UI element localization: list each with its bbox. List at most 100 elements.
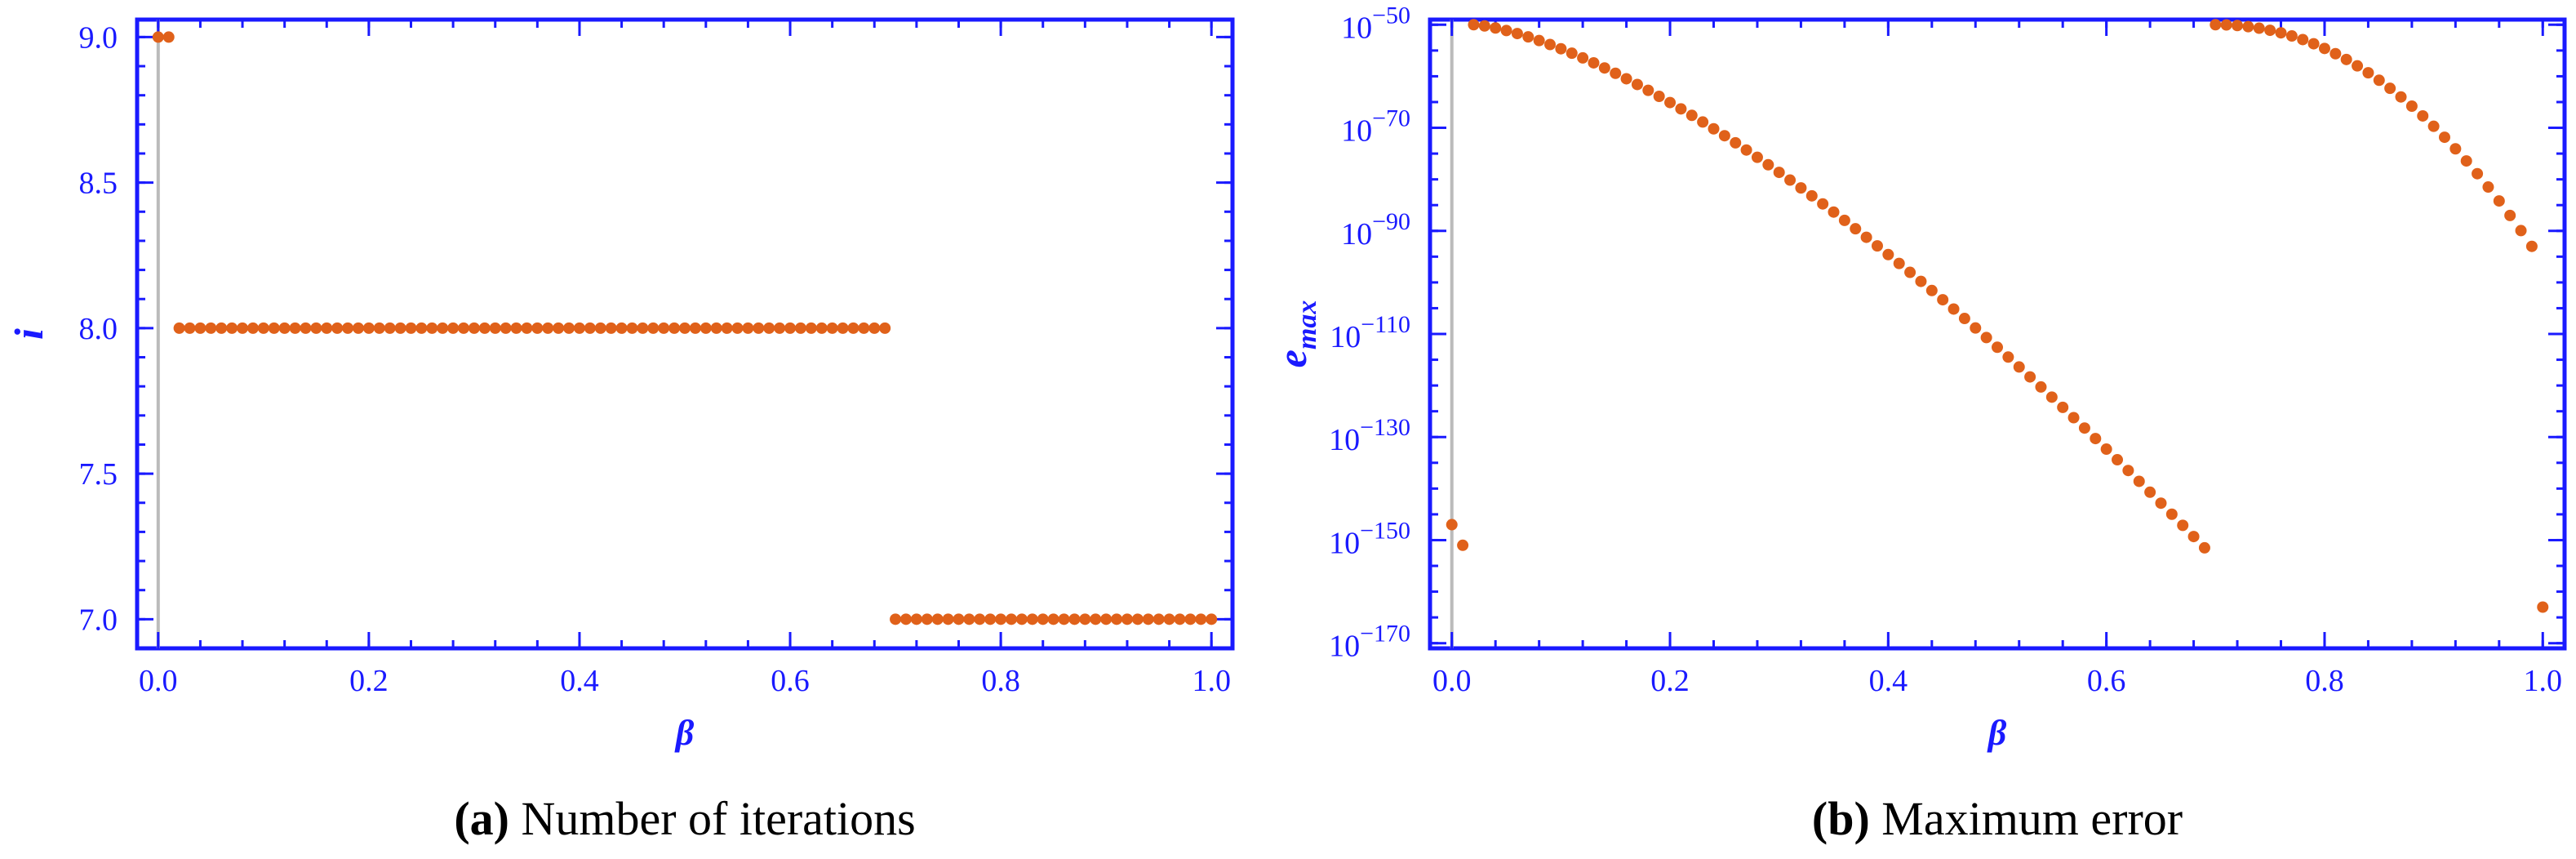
data-point [573, 322, 585, 334]
data-point [1795, 182, 1807, 194]
data-point [721, 322, 733, 334]
panel-a-caption: (a) Number of iterations [454, 792, 915, 845]
data-point [2493, 195, 2505, 207]
y-tick-label: 8.5 [79, 167, 118, 201]
data-point [563, 322, 575, 334]
data-point [1068, 613, 1081, 625]
data-point [2525, 240, 2538, 252]
data-point [321, 322, 333, 334]
data-point [300, 322, 312, 334]
data-point [394, 322, 406, 334]
data-point [1610, 67, 1622, 79]
panel-a-y-tick-labels: 7.0 7.5 8.0 8.5 9.0 [79, 20, 118, 637]
data-point [2002, 351, 2014, 363]
data-point [1026, 613, 1038, 625]
data-point [1090, 613, 1102, 625]
data-point [1100, 613, 1113, 625]
data-point [1058, 613, 1070, 625]
y-tick-label: 10−70 [1341, 105, 1410, 149]
data-point [184, 322, 196, 334]
data-point [584, 322, 596, 334]
panel-a-iterations-chart: 0.0 0.2 0.4 0.6 0.8 1.0 7.0 7.5 8.0 8.5 9.0 β i (… [6, 17, 1235, 845]
data-point [995, 613, 1007, 625]
data-point [1871, 240, 1883, 252]
data-point [331, 322, 344, 334]
data-point [2307, 38, 2320, 50]
data-point [373, 322, 385, 334]
x-tick-label: 0.4 [1869, 664, 1908, 698]
data-point [310, 322, 322, 334]
data-point [710, 322, 722, 334]
data-point [1642, 84, 1654, 96]
y-tick-label: 7.5 [79, 457, 118, 492]
data-point [289, 322, 301, 334]
data-point [1708, 122, 1720, 135]
data-point [2449, 143, 2462, 155]
panel-a-data-points [152, 31, 1218, 625]
data-point [2352, 60, 2364, 72]
data-point [268, 322, 280, 334]
data-point [1111, 613, 1123, 625]
data-point [1992, 341, 2003, 354]
data-point [2187, 531, 2200, 543]
y-tick-label: 10−150 [1329, 517, 1410, 560]
data-point [858, 322, 870, 334]
data-point [2100, 443, 2112, 456]
data-point [226, 322, 238, 334]
data-point [658, 322, 670, 334]
data-point [2395, 91, 2407, 103]
data-point [1904, 266, 1916, 278]
data-point [2057, 401, 2069, 413]
data-point [1195, 613, 1207, 625]
data-point [647, 322, 660, 334]
data-point [415, 322, 428, 334]
data-point [1828, 206, 1840, 218]
data-point [1817, 198, 1829, 210]
data-point [531, 322, 544, 334]
data-point [910, 613, 922, 625]
data-point [489, 322, 501, 334]
panel-a-caption-text: Number of iterations [509, 792, 916, 845]
data-point [437, 322, 449, 334]
x-tick-label: 1.0 [2524, 664, 2563, 698]
data-point [2297, 33, 2309, 46]
data-point [963, 613, 975, 625]
data-point [679, 322, 691, 334]
data-point [1664, 96, 1677, 109]
data-point [2090, 433, 2102, 445]
panel-b-data-points [1446, 19, 2549, 613]
data-point [384, 322, 396, 334]
x-tick-label: 0.0 [139, 664, 178, 698]
data-point [2373, 74, 2385, 87]
panel-b-caption-text: Maximum error [1870, 792, 2183, 845]
data-point [689, 322, 701, 334]
data-point [2232, 20, 2244, 32]
data-point [1784, 174, 1797, 186]
panel-b-x-tick-labels: 0.0 0.2 0.4 0.6 0.8 1.0 [1432, 664, 2562, 698]
data-point [2220, 19, 2232, 31]
data-point [890, 613, 902, 625]
data-point [257, 322, 269, 334]
data-point [2472, 167, 2484, 180]
data-point [984, 613, 997, 625]
data-point [1915, 275, 1927, 287]
data-point [1730, 136, 1742, 149]
data-point [447, 322, 460, 334]
data-point [753, 322, 765, 334]
x-tick-label: 0.8 [2305, 664, 2344, 698]
data-point [2067, 412, 2080, 424]
y-tick-label: 10−130 [1329, 414, 1410, 457]
data-point [215, 322, 228, 334]
x-tick-label: 0.8 [981, 664, 1020, 698]
data-point [478, 322, 491, 334]
data-point [1838, 214, 1850, 226]
data-point [542, 322, 554, 334]
data-point [2504, 209, 2516, 221]
data-point [1937, 294, 1949, 306]
data-point [1006, 613, 1018, 625]
y-tick-label: 10−90 [1341, 208, 1410, 251]
data-point [2045, 391, 2058, 403]
data-point [668, 322, 681, 334]
data-point [1718, 130, 1730, 142]
data-point [1850, 223, 1862, 235]
